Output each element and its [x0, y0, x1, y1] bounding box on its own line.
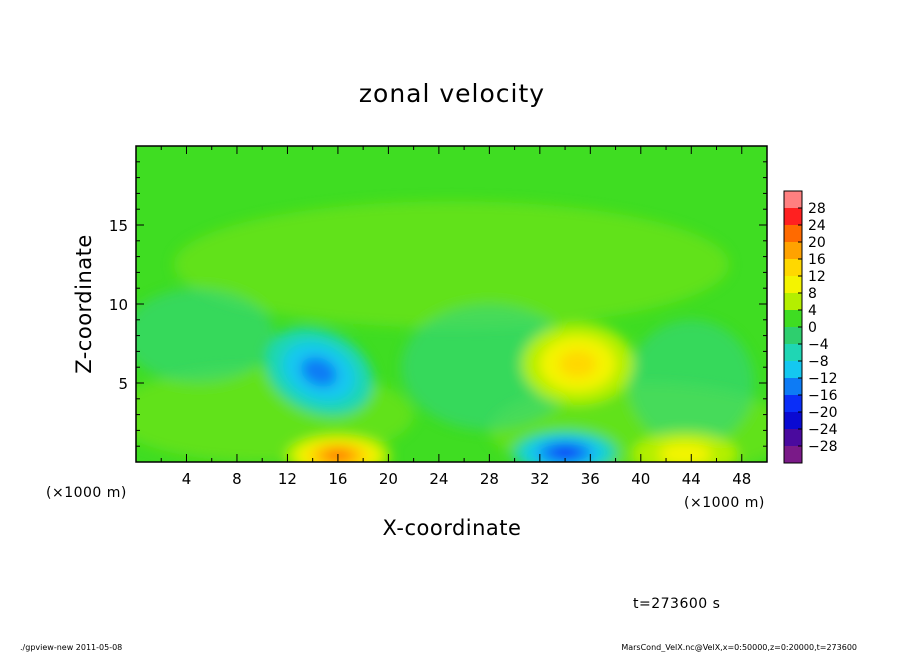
x-tick-label: 16: [328, 470, 347, 488]
y-tick-label: 5: [118, 375, 128, 393]
x-tick-label: 24: [429, 470, 448, 488]
colorbar-label: −8: [808, 354, 829, 370]
x-tick-label: 8: [232, 470, 242, 488]
x-tick-labels: 4 8 12 16 20 24 28 32 36 40 44 48: [182, 470, 752, 488]
x-tick-label: 32: [530, 470, 549, 488]
x-tick-label: 48: [732, 470, 751, 488]
x-tick-label: 12: [278, 470, 297, 488]
field-band: [401, 304, 578, 431]
footer-right-text: MarsCond_VelX.nc@VelX,x=0:50000,z=0:2000…: [621, 643, 857, 652]
colorbar-label: 20: [808, 235, 826, 251]
colorbar-box: [784, 395, 802, 413]
field-blobs: [136, 201, 767, 462]
colorbar-box: [784, 259, 802, 277]
x-tick-label: 40: [631, 470, 650, 488]
y-tick-label: 10: [109, 296, 128, 314]
colorbar-box: [784, 276, 802, 294]
colorbar-label: 16: [808, 252, 826, 268]
colorbar-box: [784, 242, 802, 260]
y-unit-label: (×1000 m): [46, 485, 127, 501]
colorbar-box: [784, 293, 802, 311]
colorbar-label: 28: [808, 201, 826, 217]
x-tick-label: 44: [682, 470, 701, 488]
colorbar-label: 4: [808, 303, 817, 319]
colorbar-box: [784, 378, 802, 396]
x-tick-label: 28: [480, 470, 499, 488]
y-tick-label: 15: [109, 217, 128, 235]
x-tick-label: 20: [379, 470, 398, 488]
colorbar-box: [784, 208, 802, 226]
x-axis-title: X-coordinate: [383, 516, 522, 540]
time-label: t=273600 s: [633, 596, 720, 612]
colorbar-box: [784, 344, 802, 362]
colorbar-frame: [783, 190, 803, 464]
velocity-field: [136, 201, 767, 462]
colorbar-box: [784, 310, 802, 328]
colorbar-label: 24: [808, 218, 826, 234]
positive-velocity-region: [520, 322, 635, 406]
colorbar-label: −20: [808, 405, 838, 421]
y-tick-labels: 5 10 15: [109, 217, 128, 393]
colorbar-box: [784, 191, 802, 209]
colorbar-box: [784, 361, 802, 379]
negative-velocity-region: [512, 430, 619, 462]
colorbar-box: [784, 327, 802, 345]
colorbar-label: −24: [808, 422, 838, 438]
chart-title: zonal velocity: [359, 79, 545, 108]
x-tick-label: 4: [182, 470, 192, 488]
colorbar-box: [784, 225, 802, 243]
positive-velocity-region: [284, 433, 391, 462]
plot-area: [135, 145, 768, 463]
colorbar-label: −4: [808, 337, 829, 353]
colorbar-label: 12: [808, 269, 826, 285]
colorbar-label: −12: [808, 371, 838, 387]
y-axis-title: Z-coordinate: [72, 234, 96, 374]
colorbar-label: −28: [808, 439, 838, 455]
field-band: [173, 201, 730, 328]
colorbar-box: [784, 446, 802, 464]
positive-velocity-region: [631, 431, 738, 462]
colorbar-boxes: [784, 191, 802, 464]
x-unit-label: (×1000 m): [684, 495, 765, 511]
x-tick-marks: [135, 146, 768, 462]
field-band: [628, 319, 755, 447]
field-band: [136, 288, 275, 383]
footer-left-text: ./gpview-new 2011-05-08: [20, 643, 122, 652]
colorbar-box: [784, 412, 802, 430]
x-tick-label: 36: [581, 470, 600, 488]
colorbar-label: 8: [808, 286, 817, 302]
colorbar-box: [784, 429, 802, 447]
y-tick-marks: [136, 145, 767, 463]
colorbar-label: −16: [808, 388, 838, 404]
negative-velocity-region: [264, 327, 374, 417]
colorbar-label: 0: [808, 320, 817, 336]
